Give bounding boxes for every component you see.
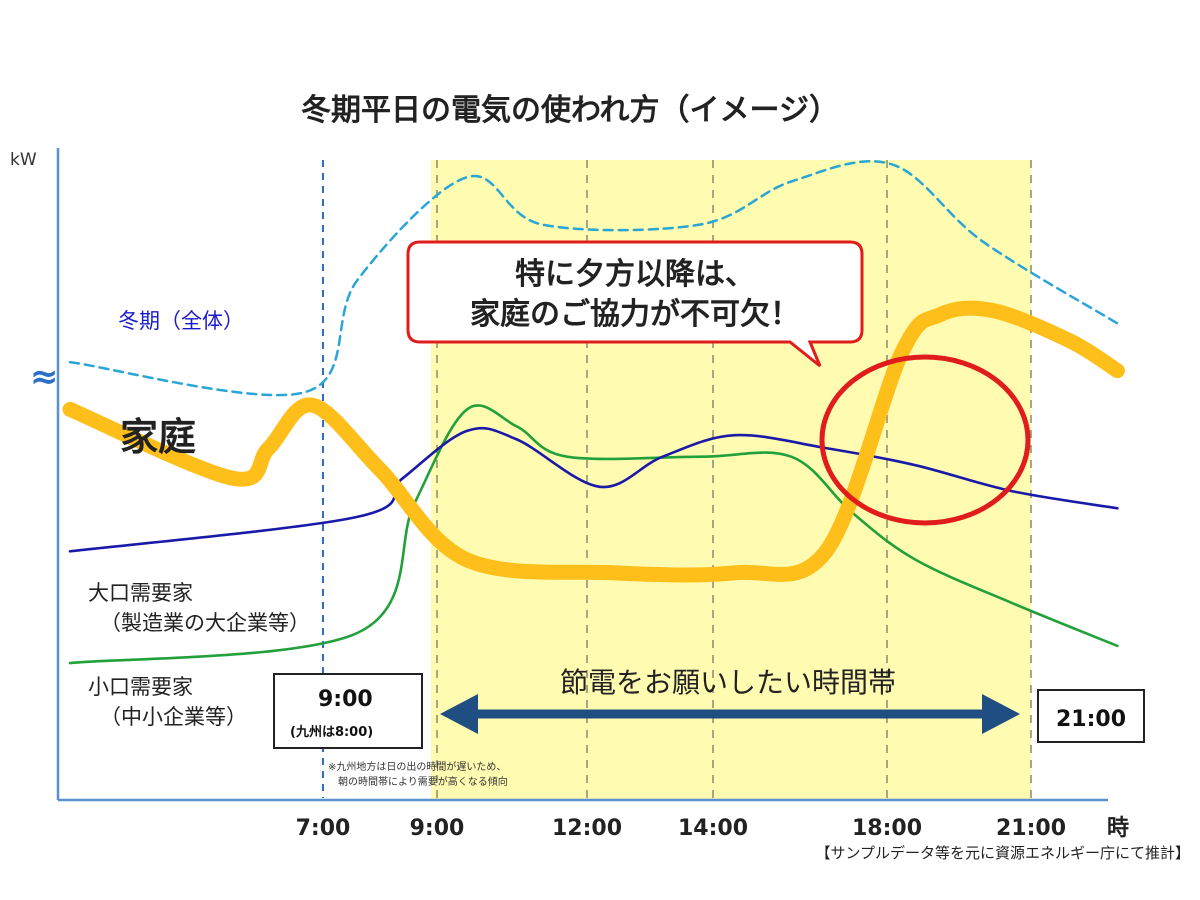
series-label-small-customers: 小口需要家 （中小企業等）	[88, 675, 247, 729]
callout-line-1: 特に夕方以降は、	[515, 257, 755, 292]
source-note: 【サンプルデータ等を元に資源エネルギー庁にて推計】	[815, 844, 1190, 862]
x-tick-label: 9:00	[410, 816, 465, 841]
start-time: 9:00	[318, 687, 373, 712]
note-line-1: ※九州地方は日の出の時間が遅いため、	[328, 760, 506, 773]
x-axis-unit: 時	[1107, 816, 1129, 841]
x-tick-label: 14:00	[678, 816, 748, 841]
series-label-winter-total: 冬期（全体）	[118, 309, 244, 333]
series-large-customers-line	[68, 426, 1119, 553]
x-tick-labels: 7:00 9:00 12:00 14:00 18:00 21:00	[296, 816, 1066, 841]
start-time-note: (九州は8:00)	[290, 725, 373, 740]
note-line-2: 朝の時間帯により需要が高くなる傾向	[338, 775, 508, 788]
x-tick-label: 12:00	[552, 816, 622, 841]
band-label: 節電をお願いしたい時間帯	[560, 666, 896, 699]
chart-title: 冬期平日の電気の使われ方（イメージ）	[301, 93, 839, 128]
end-time-box	[1037, 689, 1145, 743]
x-tick-label: 18:00	[852, 816, 922, 841]
evening-highlight-circle	[819, 354, 1031, 526]
x-tick-label: 21:00	[996, 816, 1066, 841]
vertical-guides	[322, 160, 1032, 798]
callout-line-2: 家庭のご協力が不可欠！	[470, 297, 800, 332]
x-tick-label: 7:00	[296, 816, 351, 841]
end-time: 21:00	[1056, 707, 1126, 732]
y-axis-unit: kW	[10, 150, 37, 170]
series-small-customers-line	[68, 404, 1119, 665]
series-label-large-customers: 大口需要家 （製造業の大企業等）	[88, 581, 310, 635]
series-household-line	[62, 300, 1125, 583]
series-winter-total-line	[68, 160, 1119, 397]
band-arrow	[440, 694, 1020, 734]
axis-break-symbol: ≈	[30, 357, 59, 397]
series-label-household: 家庭	[120, 415, 196, 459]
start-time-box	[273, 673, 423, 749]
series-group	[62, 160, 1125, 665]
callout-bubble	[406, 240, 864, 368]
